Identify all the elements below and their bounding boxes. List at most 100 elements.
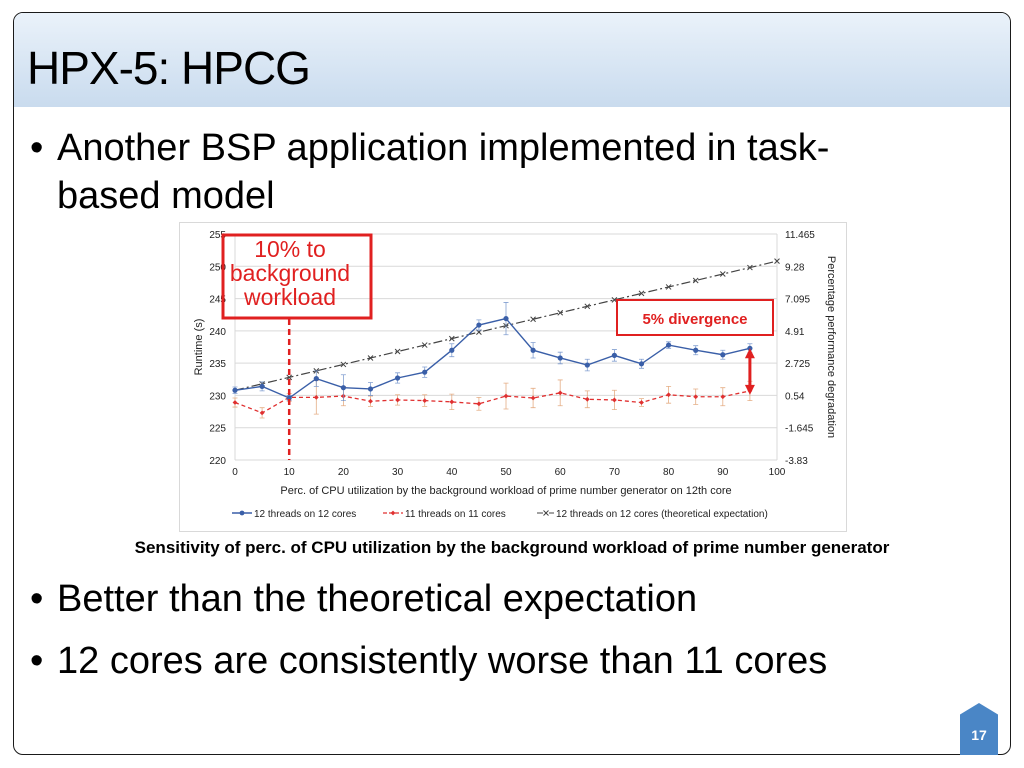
y2-tick-label: 7.095	[785, 295, 810, 306]
series-12-threads-point	[476, 322, 482, 328]
series-11-threads-point	[557, 390, 563, 396]
series-12-threads-point	[584, 362, 590, 368]
y2-tick-label: 4.91	[785, 327, 805, 338]
bullet-marker: •	[30, 127, 44, 169]
series-theoretical-point	[340, 361, 347, 368]
y2-tick-label: 9.28	[785, 262, 805, 273]
series-12-threads-point	[286, 395, 292, 401]
y-tick-label: 235	[209, 359, 226, 370]
series-11-threads-point	[612, 397, 617, 403]
series-11-threads-point	[368, 398, 373, 404]
legend-marker-11-threads	[390, 510, 396, 516]
y2-tick-label: 2.725	[785, 359, 810, 370]
x-tick-label: 60	[555, 467, 567, 478]
series-11-threads-point	[503, 393, 509, 399]
y2-axis-title: Percentage performance degradation	[825, 256, 837, 438]
y-tick-label: 225	[209, 424, 226, 435]
series-12-threads-point	[693, 347, 699, 353]
series-theoretical-point	[719, 271, 726, 277]
chart-container: 220 225 230 235 240 245 250 255 -3.83 -1.645 0.54 2…	[179, 222, 847, 532]
series-theoretical-point	[557, 309, 564, 316]
series-theoretical-point	[394, 348, 401, 355]
y-tick-label: 240	[209, 327, 226, 338]
series-theoretical-point	[692, 277, 699, 284]
x-tick-label: 90	[717, 467, 729, 478]
series-12-threads-point	[530, 347, 536, 353]
bullet-3-line-1: 12 cores are consistently worse than 11 …	[57, 640, 828, 682]
annotation-box-10-percent	[221, 233, 373, 320]
series-12-threads-point	[395, 375, 401, 381]
series-theoretical-point	[448, 335, 455, 342]
y-tick-label: 220	[209, 456, 226, 467]
series-12-threads-point	[611, 352, 617, 358]
x-tick-label: 10	[284, 467, 296, 478]
series-theoretical-point	[421, 342, 428, 348]
annotation-text-divergence: 5% divergence	[642, 311, 747, 328]
series-11-threads-point	[232, 400, 238, 405]
series-12-threads-point	[503, 315, 509, 322]
y2-tick-label: -3.83	[785, 456, 808, 467]
series-11-threads-point	[476, 401, 482, 407]
chart-caption: Sensitivity of perc. of CPU utilization …	[134, 538, 890, 557]
legend-label-theoretical: 12 threads on 12 cores (theoretical expe…	[556, 509, 768, 520]
bullet-2-line-1: Better than the theoretical expectation	[57, 578, 698, 620]
x-tick-label: 70	[609, 467, 621, 478]
page-number: 17	[971, 727, 987, 743]
series-12-threads-point	[367, 386, 374, 392]
x-tick-label: 20	[338, 467, 350, 478]
bullet-marker: •	[30, 578, 44, 620]
series-12-threads-point	[666, 342, 672, 348]
slide-title: HPX-5: HPCG	[27, 42, 311, 94]
series-theoretical-point	[530, 316, 536, 323]
annotation-box-divergence	[616, 299, 774, 336]
series-theoretical-point	[367, 355, 374, 361]
series-12-threads-point	[557, 355, 563, 361]
y2-tick-label: 0.54	[785, 391, 805, 402]
y-tick-label: 245	[209, 295, 226, 306]
series-12-threads-point	[313, 376, 319, 382]
series-theoretical-point	[286, 374, 293, 381]
series-theoretical-point	[747, 264, 753, 271]
series-11-threads-point	[693, 394, 699, 400]
page-number-badge: 17	[960, 703, 998, 755]
title-band	[14, 13, 1010, 107]
annotation-text-10-percent: background	[230, 260, 350, 286]
series-11-threads-point	[666, 392, 671, 398]
series-12-threads-point	[232, 387, 238, 393]
series-11-threads-line	[234, 390, 751, 414]
series-12-threads-point	[422, 369, 428, 375]
x-axis-title: Perc. of CPU utilization by the backgrou…	[280, 485, 731, 497]
series-theoretical-point	[665, 284, 672, 290]
series-12-threads-point	[720, 352, 726, 358]
series-12-threads-point	[259, 383, 265, 389]
annotation-text-10-percent: 10% to	[254, 236, 326, 262]
legend-label-12-threads: 12 threads on 12 cores	[254, 509, 356, 520]
series-11-threads-point	[449, 399, 455, 405]
series-theoretical-point	[584, 303, 591, 310]
y2-tick-label: -1.645	[785, 424, 814, 435]
series-11-threads-point	[422, 398, 428, 403]
x-tick-label: 30	[392, 467, 404, 478]
series-theoretical-point	[638, 290, 645, 297]
series-theoretical-point	[774, 258, 780, 264]
legend-marker-12-threads	[239, 510, 245, 516]
y-tick-label: 250	[209, 262, 226, 273]
series-11-threads-point	[259, 410, 265, 416]
series-11-threads-point	[720, 394, 726, 400]
x-tick-label: 50	[500, 467, 512, 478]
legend-marker-theoretical	[543, 510, 549, 516]
series-12-threads-point	[449, 347, 455, 353]
series-12-threads-point	[340, 385, 346, 391]
x-tick-label: 40	[446, 467, 458, 478]
y-tick-label: 255	[209, 230, 226, 241]
series-11-threads-point	[313, 394, 319, 400]
annotation-arrowhead-top	[744, 348, 755, 359]
series-11-threads-point	[395, 397, 400, 403]
series-11-threads-point	[530, 395, 536, 401]
legend-label-11-threads: 11 threads on 11 cores	[405, 509, 506, 520]
bullet-marker: •	[30, 640, 44, 682]
x-tick-label: 80	[663, 467, 675, 478]
annotation-arrowhead-bottom	[744, 384, 755, 395]
series-11-threads-point	[639, 400, 644, 405]
y2-tick-label: 11.465	[785, 230, 815, 241]
